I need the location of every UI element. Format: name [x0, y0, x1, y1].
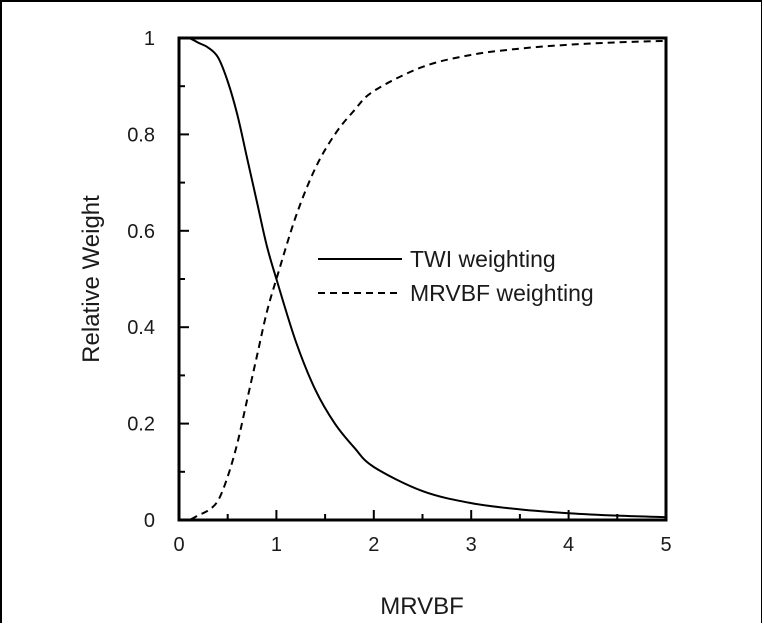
- legend-label-twi: TWI weighting: [410, 246, 556, 272]
- series-layer: [178, 36, 667, 522]
- y-tick-label: 0.6: [127, 221, 155, 243]
- y-tick-label: 0: [144, 510, 155, 532]
- x-tick-label: 5: [660, 534, 671, 556]
- y-axis-label: Relative Weight: [78, 195, 105, 363]
- x-tick-label: 0: [173, 534, 184, 556]
- plot-border: [177, 36, 668, 522]
- x-tick-label: 3: [466, 534, 477, 556]
- y-tick-label: 0.2: [127, 414, 155, 436]
- x-tick-label: 4: [563, 534, 574, 556]
- x-axis-label: MRVBF: [380, 593, 464, 620]
- series-twi-weighting-line: [178, 36, 667, 519]
- legend-label-mrvbf: MRVBF weighting: [410, 280, 594, 306]
- y-tick-label: 1: [144, 28, 155, 50]
- y-tick-label: 0.8: [127, 124, 155, 146]
- series-mrvbf-weighting-line: [178, 39, 667, 522]
- legend: TWI weighting MRVBF weighting: [318, 246, 594, 306]
- x-tick-label: 2: [368, 534, 379, 556]
- y-tick-label: 0.4: [127, 317, 155, 339]
- x-tick-label: 1: [271, 534, 282, 556]
